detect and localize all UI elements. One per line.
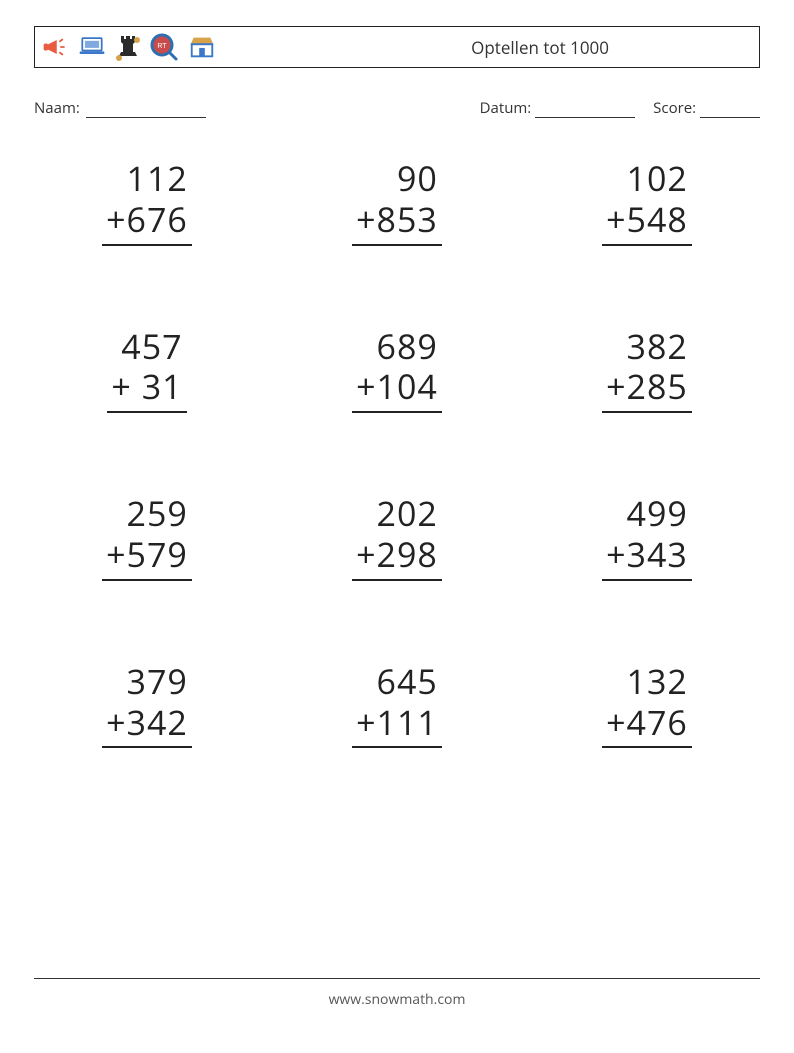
score-blank — [700, 104, 760, 118]
megaphone-icon — [41, 33, 69, 61]
footer-text: www.snowmath.com — [0, 990, 794, 1009]
addend-bottom: +548 — [602, 199, 692, 240]
addend-top: 689 — [352, 326, 442, 367]
addend-bottom: +298 — [352, 534, 442, 575]
addend-top: 382 — [602, 326, 692, 367]
sum-rule — [352, 411, 442, 413]
svg-text:RT: RT — [157, 43, 167, 50]
addend-top: 202 — [352, 493, 442, 534]
addend-bottom: +343 — [602, 534, 692, 575]
sum-rule — [107, 411, 186, 413]
addition-problem: 132+476 — [562, 661, 732, 749]
name-blank — [86, 104, 206, 118]
footer-divider — [34, 978, 760, 979]
addition-problem: 112+676 — [62, 158, 232, 246]
sum-rule — [102, 244, 192, 246]
addition-problem: 645+111 — [312, 661, 482, 749]
worksheet-title: Optellen tot 1000 — [471, 36, 749, 59]
addend-top: 259 — [102, 493, 192, 534]
addend-bottom: +111 — [352, 702, 442, 743]
addend-top: 645 — [352, 661, 442, 702]
date-label: Datum: — [480, 98, 532, 118]
addend-top: 499 — [602, 493, 692, 534]
chess-rook-icon — [115, 32, 141, 62]
sum-rule — [352, 244, 442, 246]
addition-problem: 102+548 — [562, 158, 732, 246]
addend-bottom: +476 — [602, 702, 692, 743]
addition-problem: 202+298 — [312, 493, 482, 581]
header-icons: RT — [41, 32, 217, 62]
sum-rule — [602, 411, 692, 413]
addition-problem: 689+104 — [312, 326, 482, 414]
score-label: Score: — [653, 98, 696, 118]
addition-problem: 382+285 — [562, 326, 732, 414]
storefront-icon — [187, 33, 217, 61]
addend-top: 457 — [107, 326, 186, 367]
header-bar: RT Optellen tot 1000 — [34, 26, 760, 68]
problems-grid: 112+676 90+853 102+548 457+ 31 689+104 3… — [34, 158, 760, 748]
addition-problem: 457+ 31 — [62, 326, 232, 414]
addend-top: 132 — [602, 661, 692, 702]
laptop-icon — [77, 33, 107, 61]
addition-problem: 499+343 — [562, 493, 732, 581]
addition-problem: 259+579 — [62, 493, 232, 581]
name-label: Naam: — [34, 98, 80, 118]
addend-top: 90 — [352, 158, 442, 199]
magnify-badge-icon: RT — [149, 32, 179, 62]
sum-rule — [352, 746, 442, 748]
addition-problem: 379+342 — [62, 661, 232, 749]
addend-bottom: + 31 — [107, 366, 186, 407]
addend-top: 379 — [102, 661, 192, 702]
addend-bottom: +579 — [102, 534, 192, 575]
addend-bottom: +676 — [102, 199, 192, 240]
sum-rule — [602, 579, 692, 581]
sum-rule — [602, 244, 692, 246]
addend-bottom: +285 — [602, 366, 692, 407]
addition-problem: 90+853 — [312, 158, 482, 246]
sum-rule — [602, 746, 692, 748]
sum-rule — [352, 579, 442, 581]
date-blank — [535, 104, 635, 118]
addend-top: 102 — [602, 158, 692, 199]
addend-top: 112 — [102, 158, 192, 199]
sum-rule — [102, 746, 192, 748]
addend-bottom: +342 — [102, 702, 192, 743]
meta-row: Naam: Datum: Score: — [34, 98, 760, 118]
addend-bottom: +853 — [352, 199, 442, 240]
addend-bottom: +104 — [352, 366, 442, 407]
sum-rule — [102, 579, 192, 581]
